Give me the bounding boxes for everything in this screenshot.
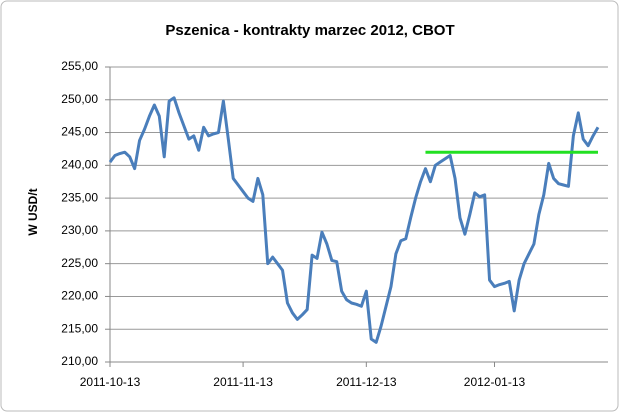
y-tick-label: 245,00: [61, 125, 98, 139]
x-tick-label: 2011-10-13: [80, 375, 141, 389]
y-tick-label: 235,00: [61, 190, 98, 204]
y-tick-label: 215,00: [61, 321, 98, 335]
series-line: [108, 96, 600, 344]
y-tick-label: 255,00: [61, 59, 98, 73]
y-tick-label: 240,00: [61, 158, 98, 172]
y-tick-label: 225,00: [61, 256, 98, 270]
y-tick-label: 230,00: [61, 223, 98, 237]
x-tick-label: 2011-11-13: [213, 375, 273, 389]
y-axis-title: W USD/t: [26, 188, 40, 235]
x-tick-label: 2012-01-13: [464, 375, 526, 389]
chart-title: Pszenica - kontrakty marzec 2012, CBOT: [165, 22, 454, 39]
y-tick-label: 250,00: [61, 92, 98, 106]
x-tick-label: 2011-12-13: [336, 375, 397, 389]
y-tick-label: 220,00: [61, 289, 98, 303]
y-tick-label: 210,00: [61, 354, 98, 368]
